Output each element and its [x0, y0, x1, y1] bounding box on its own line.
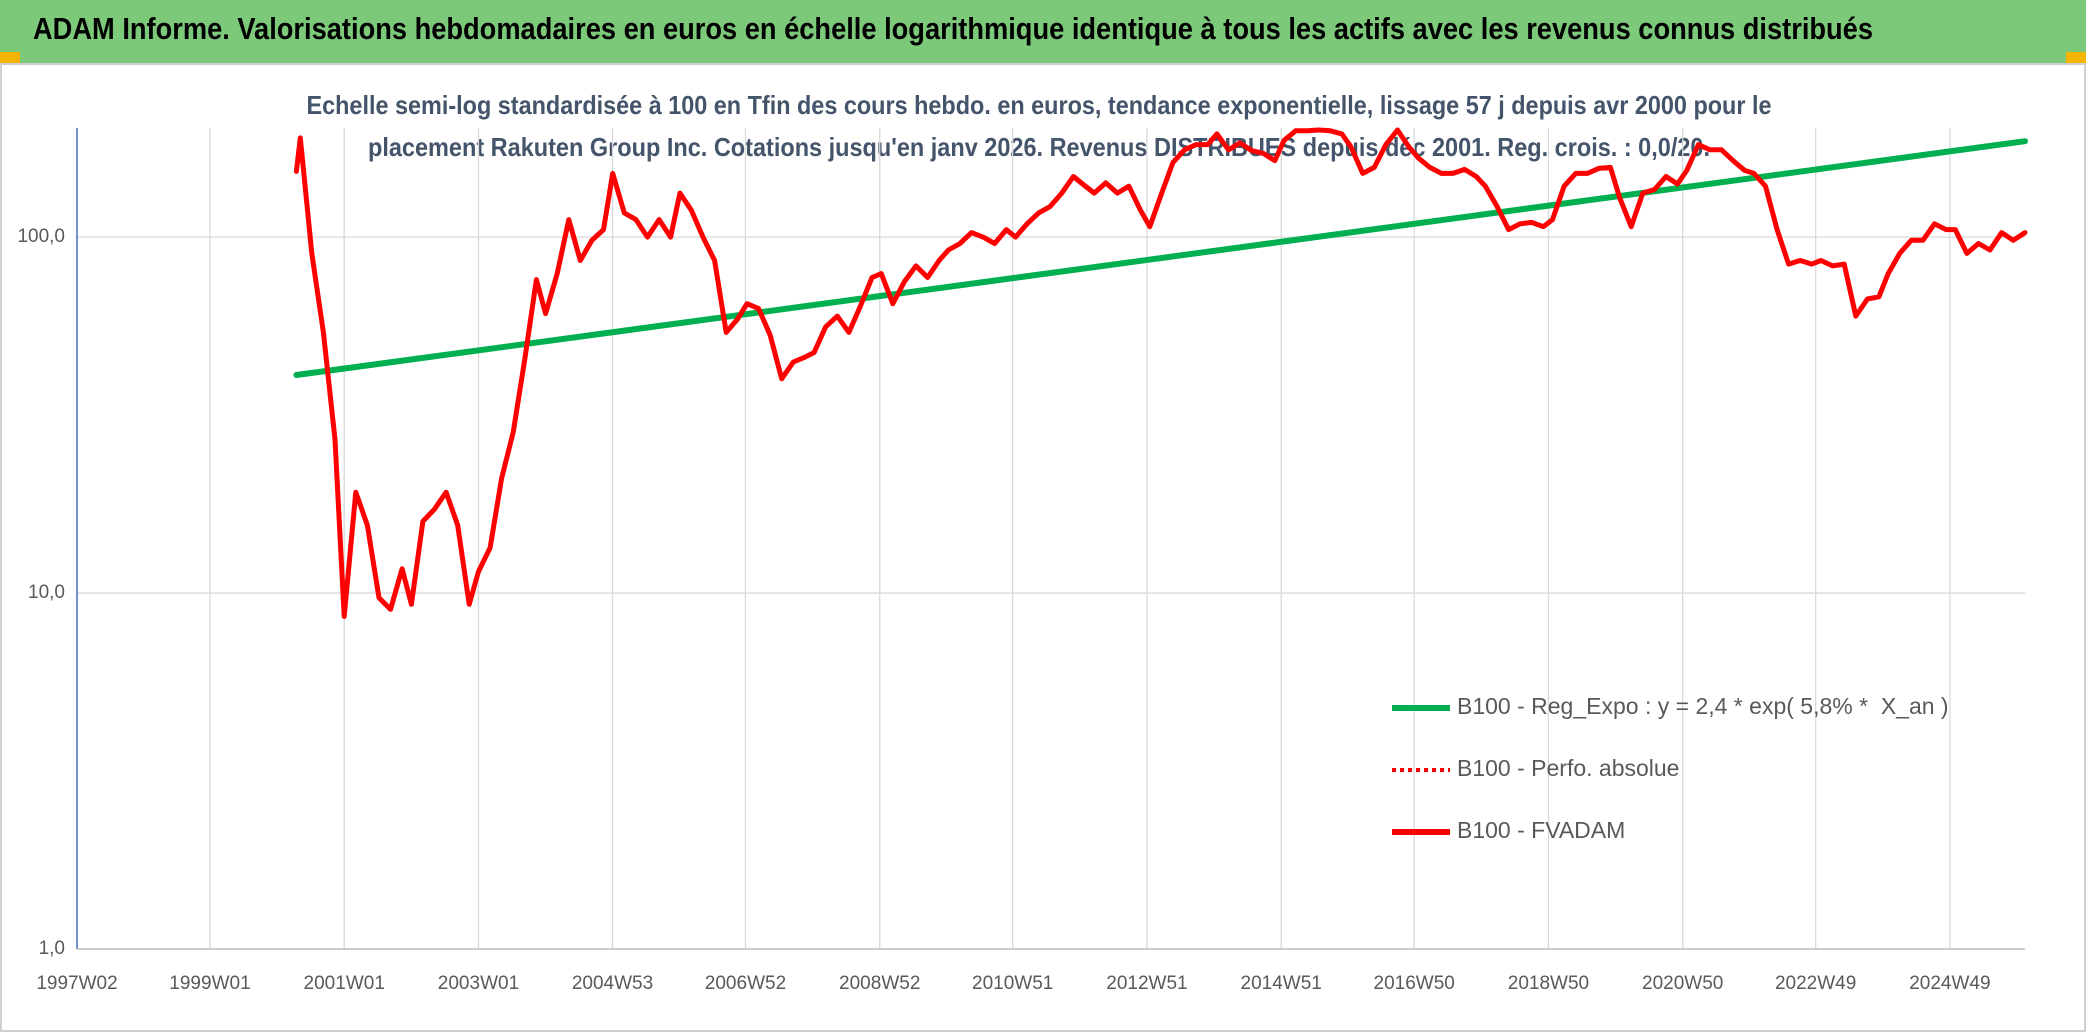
y-tick-label: 1,0	[39, 938, 65, 959]
header-bar	[0, 0, 2086, 63]
x-tick-label: 2012W51	[1106, 973, 1187, 994]
legend-label: B100 - Perfo. absolue	[1457, 755, 1679, 781]
x-tick-label: 2008W52	[839, 973, 920, 994]
corner-mark	[2066, 52, 2086, 64]
line-series	[293, 138, 2028, 378]
chart-title: ADAM Informe. Valorisations hebdomadaire…	[33, 11, 1873, 46]
chart-subtitle: Echelle semi-log standardisée à 100 en T…	[307, 90, 1772, 120]
line-series	[293, 127, 2028, 619]
x-tick-label: 2016W50	[1374, 973, 1455, 994]
x-tick-label: 2003W01	[438, 973, 519, 994]
chart-subtitle: placement Rakuten Group Inc. Cotations j…	[368, 132, 1710, 162]
x-tick-label: 2022W49	[1775, 973, 1856, 994]
y-tick-label: 10,0	[28, 582, 65, 603]
x-tick-label: 2014W51	[1241, 973, 1322, 994]
x-tick-label: 2001W01	[304, 973, 385, 994]
corner-mark	[0, 52, 20, 64]
x-tick-label: 1997W02	[36, 973, 117, 994]
x-tick-label: 2018W50	[1508, 973, 1589, 994]
legend-label: B100 - Reg_Expo : y = 2,4 * exp( 5,8% * …	[1457, 693, 1949, 719]
x-tick-label: 1999W01	[169, 973, 250, 994]
x-tick-label: 2020W50	[1642, 973, 1723, 994]
legend-label: B100 - FVADAM	[1457, 817, 1625, 843]
x-tick-label: 2006W52	[705, 973, 786, 994]
x-tick-label: 2004W53	[572, 973, 653, 994]
y-tick-label: 100,0	[17, 226, 65, 247]
x-tick-label: 2024W49	[1909, 973, 1990, 994]
x-tick-label: 2010W51	[972, 973, 1053, 994]
